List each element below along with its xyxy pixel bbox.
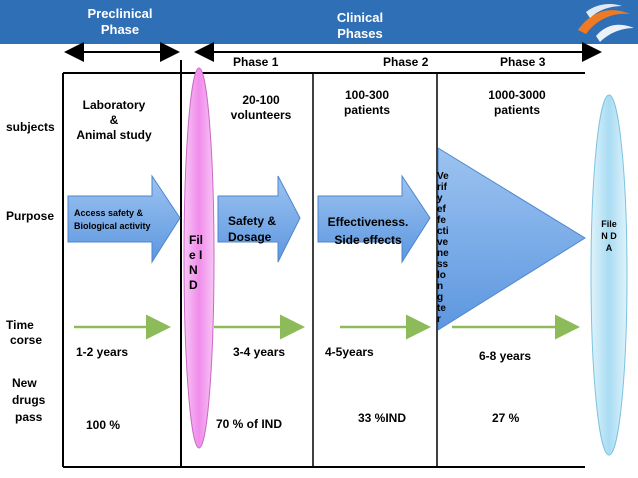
subjects-phase3: 1000-3000 patients bbox=[488, 88, 546, 117]
pass-phase1: 70 % of IND bbox=[216, 417, 283, 431]
time-phase1: 3-4 years bbox=[233, 345, 286, 359]
phase3-purpose-arrow bbox=[437, 147, 586, 331]
purpose-preclinical: Access safety & Biological activity bbox=[74, 208, 151, 231]
phase1-label: Phase 1 bbox=[233, 55, 279, 69]
preclinical-phase-header: Preclinical Phase bbox=[87, 6, 153, 37]
preclinical-purpose-arrow bbox=[67, 174, 181, 264]
row-label-time: Time corse bbox=[6, 318, 43, 347]
subjects-phase2: 100-300 patients bbox=[343, 88, 390, 117]
purpose-phase3-vertical: Verify effectiveness long ter bbox=[437, 171, 449, 325]
purpose-phase2: Effectiveness. Side effects bbox=[327, 215, 409, 247]
time-preclinical: 1-2 years bbox=[76, 345, 129, 359]
phase2-label: Phase 2 bbox=[383, 55, 429, 69]
subjects-preclinical: Laboratory & Animal study bbox=[76, 98, 152, 142]
pass-phase2: 33 %IND bbox=[358, 411, 407, 425]
pass-phase3: 27 % bbox=[492, 411, 520, 425]
purpose-phase1: Safety & Dosage bbox=[228, 214, 277, 244]
header-bar bbox=[0, 0, 638, 44]
row-label-purpose: Purpose bbox=[6, 209, 55, 223]
nda-file-label: File N D A bbox=[601, 219, 617, 253]
nda-oval bbox=[590, 94, 628, 456]
row-label-pass: New drugs pass bbox=[12, 376, 46, 424]
phase1-purpose-arrow bbox=[217, 175, 301, 263]
phase3-label: Phase 3 bbox=[500, 55, 546, 69]
row-label-subjects: subjects bbox=[6, 120, 55, 134]
pass-preclinical: 100 % bbox=[86, 418, 121, 432]
ind-file-label: File IND bbox=[189, 233, 203, 292]
ind-oval bbox=[183, 67, 215, 449]
swirl-logo-icon bbox=[578, 4, 634, 42]
phase2-purpose-arrow bbox=[317, 174, 431, 264]
subjects-phase1: 20-100 volunteers bbox=[230, 93, 292, 122]
time-phase3: 6-8 years bbox=[479, 349, 532, 363]
time-phase2: 4-5years bbox=[325, 345, 374, 359]
clinical-phases-header: Clinical Phases bbox=[336, 10, 384, 41]
